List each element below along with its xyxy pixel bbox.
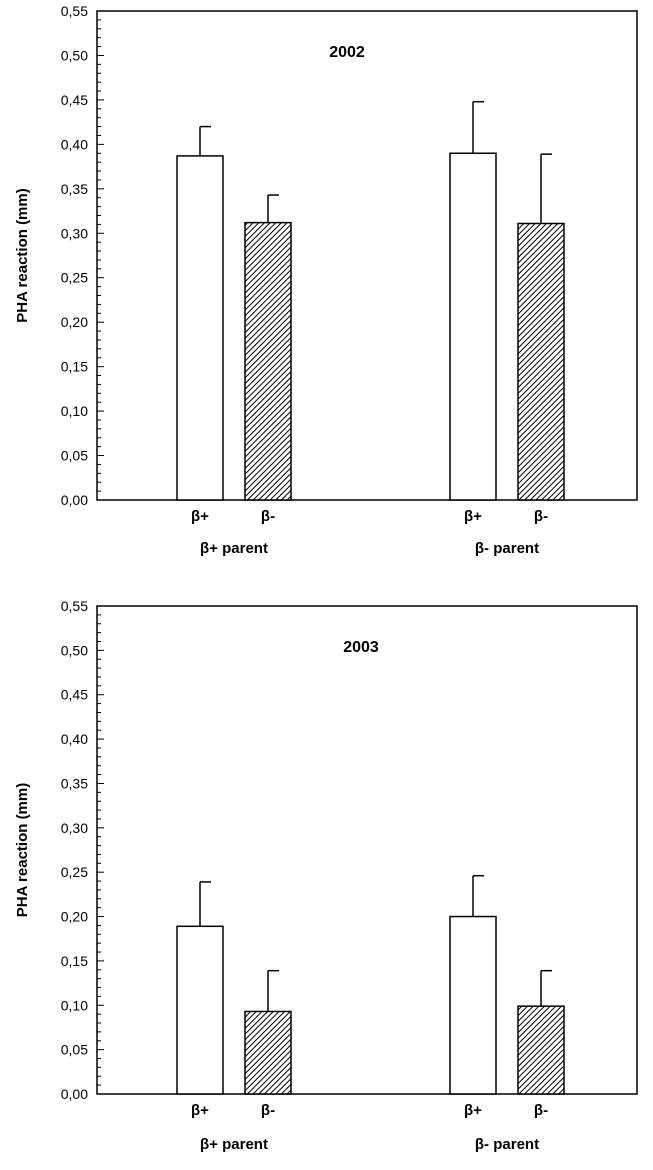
y-tick-label: 0,55	[61, 598, 88, 614]
y-tick-label: 0,40	[61, 136, 88, 152]
y-axis-label: PHA reaction (mm)	[14, 783, 31, 917]
y-tick-label: 0,55	[61, 3, 88, 19]
y-tick-label: 0,50	[61, 47, 88, 63]
bar-label: β+	[191, 508, 209, 525]
bar-beta-plus	[449, 915, 497, 1095]
plot-frame	[96, 10, 638, 501]
y-tick-label: 0,40	[61, 731, 88, 747]
y-tick-label: 0,15	[61, 953, 88, 969]
y-tick-label: 0,45	[61, 92, 88, 108]
bar-label: β-	[261, 508, 275, 525]
y-tick-label: 0,35	[61, 775, 88, 791]
bar-label: β+	[464, 508, 482, 525]
bar-label: β-	[534, 508, 548, 525]
y-tick-label: 0,25	[61, 864, 88, 880]
group-label: β+ parent	[200, 1136, 268, 1153]
y-tick-label: 0,30	[61, 225, 88, 241]
bar-label: β+	[464, 1102, 482, 1119]
bar-beta-minus	[244, 221, 292, 501]
group-label: β- parent	[475, 540, 539, 557]
y-tick-label: 0,05	[61, 1042, 88, 1058]
bar-label: β-	[261, 1102, 275, 1119]
y-tick-label: 0,00	[61, 492, 88, 508]
bar-beta-minus	[517, 222, 565, 501]
y-tick-label: 0,15	[61, 359, 88, 375]
y-axis-label: PHA reaction (mm)	[14, 188, 31, 322]
bar-beta-minus	[244, 1010, 292, 1095]
y-tick-label: 0,30	[61, 820, 88, 836]
y-tick-label: 0,20	[61, 909, 88, 925]
y-tick-label: 0,10	[61, 403, 88, 419]
bar-label: β-	[534, 1102, 548, 1119]
y-tick-label: 0,10	[61, 997, 88, 1013]
y-tick-label: 0,25	[61, 270, 88, 286]
y-tick-label: 0,35	[61, 181, 88, 197]
chart-panel-2003: 0,00 0,05 0,10 0,15 0,20 0,25 0,30 0,35 0,40 0,45…	[14, 598, 638, 1153]
y-tick-label: 0,50	[61, 642, 88, 658]
bar-beta-minus	[517, 1005, 565, 1095]
chart-title: 2003	[343, 639, 379, 656]
group-label: β- parent	[475, 1136, 539, 1153]
bar-beta-plus	[449, 152, 497, 501]
y-tick-label: 0,45	[61, 687, 88, 703]
y-tick-label: 0,00	[61, 1086, 88, 1102]
chart-panel-2002: 0,00 0,05 0,10 0,15 0,20 0,25 0,30 0,35 0,40 0,45…	[14, 3, 638, 557]
bar-label: β+	[191, 1102, 209, 1119]
y-tick-label: 0,05	[61, 448, 88, 464]
bar-beta-plus	[176, 155, 224, 501]
plot-frame	[96, 605, 638, 1095]
group-label: β+ parent	[200, 540, 268, 557]
y-tick-label: 0,20	[61, 314, 88, 330]
bar-beta-plus	[176, 925, 224, 1095]
chart-title: 2002	[329, 44, 365, 61]
